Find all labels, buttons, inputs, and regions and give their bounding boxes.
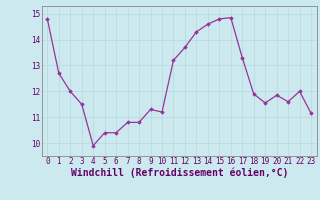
X-axis label: Windchill (Refroidissement éolien,°C): Windchill (Refroidissement éolien,°C) [70,168,288,178]
